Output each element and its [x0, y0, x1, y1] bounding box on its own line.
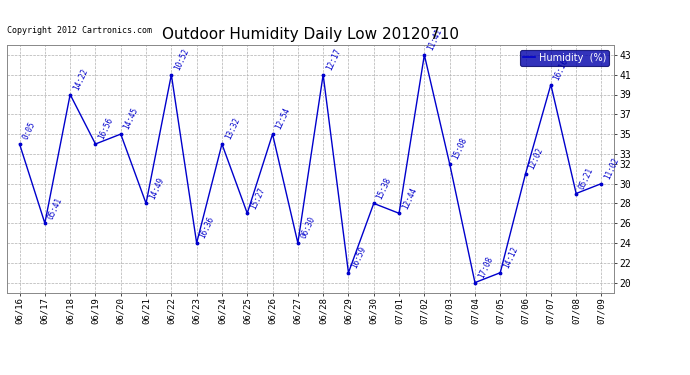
Text: 05:21: 05:21	[578, 166, 595, 191]
Text: 12:54: 12:54	[274, 106, 292, 131]
Text: 15:27: 15:27	[248, 186, 266, 210]
Text: 06:30: 06:30	[299, 216, 317, 240]
Text: 16:16: 16:16	[552, 57, 570, 82]
Title: Outdoor Humidity Daily Low 20120710: Outdoor Humidity Daily Low 20120710	[162, 27, 459, 42]
Text: 11:41: 11:41	[426, 27, 444, 52]
Text: 14:49: 14:49	[148, 176, 166, 201]
Text: 16:59: 16:59	[350, 245, 368, 270]
Text: 15:08: 15:08	[451, 136, 469, 161]
Text: 16:36: 16:36	[198, 216, 216, 240]
Text: 14:12: 14:12	[502, 245, 520, 270]
Text: 10:52: 10:52	[172, 47, 190, 72]
Text: 12:44: 12:44	[400, 186, 418, 210]
Text: 16:56: 16:56	[97, 117, 115, 141]
Text: 14:45: 14:45	[122, 106, 140, 131]
Text: 13:32: 13:32	[224, 117, 241, 141]
Legend: Humidity  (%): Humidity (%)	[520, 50, 609, 66]
Text: 15:38: 15:38	[375, 176, 393, 201]
Text: 12:17: 12:17	[324, 47, 342, 72]
Text: 05:41: 05:41	[46, 196, 64, 220]
Text: 14:22: 14:22	[72, 67, 90, 92]
Text: Copyright 2012 Cartronics.com: Copyright 2012 Cartronics.com	[7, 26, 152, 35]
Text: 11:02: 11:02	[603, 156, 621, 181]
Text: 12:02: 12:02	[527, 146, 545, 171]
Text: 0:05: 0:05	[21, 121, 37, 141]
Text: 17:08: 17:08	[476, 255, 494, 280]
